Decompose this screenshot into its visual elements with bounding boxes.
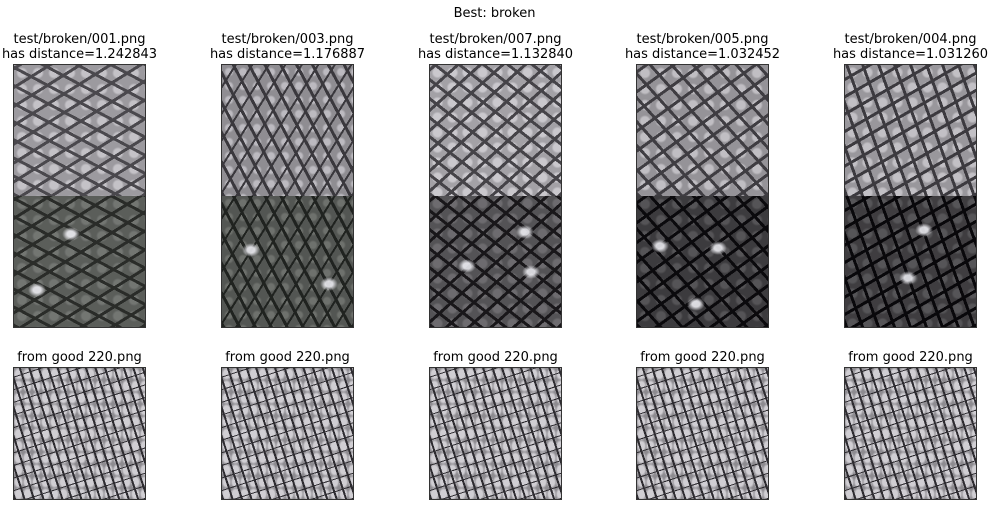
reference-image-title: from good 220.png: [848, 350, 973, 365]
test-image-path: test/broken/005.png: [636, 32, 769, 47]
test-image-title: test/broken/004.png has distance=1.03126…: [804, 32, 989, 62]
anomaly-spot: [899, 271, 917, 285]
test-image-panel: [844, 64, 977, 328]
anomaly-heatmap-overlay: [14, 196, 145, 327]
anomaly-spot: [458, 259, 476, 273]
test-image-title: test/broken/001.png has distance=1.24284…: [0, 32, 186, 62]
anomaly-spot: [651, 239, 669, 253]
test-image-title: test/broken/003.png has distance=1.17688…: [181, 32, 394, 62]
test-image-panel: [636, 64, 769, 328]
test-image-path: test/broken/001.png: [13, 32, 146, 47]
anomaly-spot: [320, 277, 338, 291]
figure-title: Best: broken: [453, 6, 536, 21]
reference-image-title: from good 220.png: [225, 350, 350, 365]
anomaly-spot: [62, 227, 80, 241]
distance-label: has distance=1.242843: [1, 47, 158, 62]
test-image: [222, 65, 353, 196]
distance-label: has distance=1.032452: [624, 47, 781, 62]
test-image-path: test/broken/003.png: [221, 32, 354, 47]
anomaly-heatmap-overlay: [430, 196, 561, 327]
anomaly-spot: [242, 243, 260, 257]
anomaly-heatmap-overlay: [845, 196, 976, 327]
test-image: [14, 65, 145, 196]
result-column-2: test/broken/003.png has distance=1.17688…: [210, 0, 365, 506]
reference-image-panel: [221, 367, 354, 500]
test-image-title: test/broken/007.png has distance=1.13284…: [389, 32, 602, 62]
anomaly-spot: [522, 265, 540, 279]
distance-label: has distance=1.132840: [417, 47, 574, 62]
reference-image-title: from good 220.png: [640, 350, 765, 365]
reference-image-panel: [429, 367, 562, 500]
test-image-panel: [221, 64, 354, 328]
test-image-panel: [429, 64, 562, 328]
reference-image-panel: [844, 367, 977, 500]
anomaly-spot: [709, 241, 727, 255]
result-column-4: test/broken/005.png has distance=1.03245…: [625, 0, 780, 506]
reference-image-panel: [636, 367, 769, 500]
result-column-5: test/broken/004.png has distance=1.03126…: [833, 0, 988, 506]
test-image: [637, 65, 768, 196]
test-image: [430, 65, 561, 196]
test-image-panel: [13, 64, 146, 328]
anomaly-spot: [687, 297, 705, 311]
anomaly-heatmap-overlay: [222, 196, 353, 327]
distance-label: has distance=1.031260: [832, 47, 989, 62]
test-image-title: test/broken/005.png has distance=1.03245…: [596, 32, 809, 62]
reference-image-panel: [13, 367, 146, 500]
anomaly-spot: [28, 283, 46, 297]
test-image-path: test/broken/004.png: [844, 32, 977, 47]
result-column-3: test/broken/007.png has distance=1.13284…: [418, 0, 573, 506]
result-column-1: test/broken/001.png has distance=1.24284…: [2, 0, 157, 506]
reference-image-title: from good 220.png: [17, 350, 142, 365]
anomaly-spot: [915, 223, 933, 237]
distance-label: has distance=1.176887: [209, 47, 366, 62]
reference-image-title: from good 220.png: [433, 350, 558, 365]
test-image: [845, 65, 976, 196]
anomaly-spot: [516, 225, 534, 239]
test-image-path: test/broken/007.png: [429, 32, 562, 47]
